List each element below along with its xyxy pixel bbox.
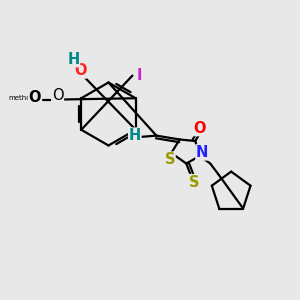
Text: I: I (136, 68, 142, 82)
Text: N: N (196, 145, 208, 160)
Text: S: S (165, 152, 175, 167)
Text: O: O (74, 63, 87, 78)
Text: O: O (52, 88, 63, 104)
Text: H: H (129, 128, 141, 143)
Text: S: S (189, 175, 199, 190)
Text: methoxy: methoxy (8, 95, 39, 101)
Text: H: H (67, 52, 80, 67)
Text: O: O (28, 90, 41, 105)
Text: O: O (194, 121, 206, 136)
